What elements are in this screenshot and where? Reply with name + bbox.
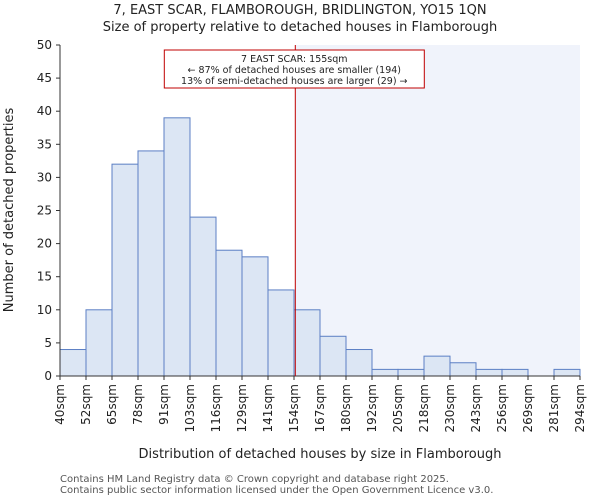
x-tick-label: 180sqm [339,384,353,432]
y-tick-label: 0 [44,369,52,383]
histogram-bar [423,355,451,377]
annotation-smaller: ← 87% of detached houses are smaller (19… [188,65,401,76]
x-tick-label: 129sqm [235,384,249,432]
x-tick-label: 269sqm [521,384,535,432]
chart-title-line2: Size of property relative to detached ho… [102,20,498,35]
x-tick-label: 116sqm [209,384,223,432]
x-tick-label: 243sqm [469,384,483,432]
x-tick-label: 281sqm [547,384,561,432]
histogram-bar [345,349,373,377]
histogram-bar [553,368,581,377]
x-tick-label: 78sqm [131,384,145,425]
histogram-bar [397,368,425,377]
y-tick-label: 10 [37,303,52,317]
histogram-bar [371,368,399,377]
annotation-title: 7 EAST SCAR: 155sqm [241,54,347,65]
y-tick-label: 45 [37,71,52,85]
histogram-bar [501,368,529,377]
x-tick-label: 256sqm [495,384,509,432]
histogram-bar [163,117,191,377]
annotation-box [163,49,425,89]
x-tick-label: 205sqm [391,384,405,432]
histogram-bar [85,309,113,377]
x-tick-label: 218sqm [417,384,431,432]
y-tick-label: 50 [37,38,52,52]
x-axis-label: Distribution of detached houses by size … [139,447,502,462]
y-tick-label: 35 [37,137,52,151]
footer-line1: Contains HM Land Registry data © Crown c… [60,474,449,485]
x-tick-label: 230sqm [443,384,457,432]
histogram-bar [319,335,347,377]
y-tick-label: 15 [37,270,52,284]
y-axis-label: Number of detached properties [2,108,17,313]
x-tick-label: 167sqm [313,384,327,432]
x-tick-label: 192sqm [365,384,379,432]
y-tick-label: 20 [37,237,52,251]
x-tick-label: 40sqm [53,384,67,425]
x-tick-label: 52sqm [79,384,93,425]
histogram-bar [111,163,139,377]
x-tick-label: 103sqm [183,384,197,432]
x-tick-label: 141sqm [261,384,275,432]
histogram-bar [59,349,87,377]
histogram-bar [137,150,165,377]
histogram-bar [449,362,477,377]
y-tick-label: 5 [44,336,52,350]
y-tick-label: 30 [37,170,52,184]
histogram-bar [241,256,269,377]
larger-region-shade [295,45,580,376]
y-tick-label: 25 [37,204,52,218]
annotation-larger: 13% of semi-detached houses are larger (… [181,76,408,87]
x-tick-label: 91sqm [157,384,171,425]
histogram-bar [293,309,321,377]
histogram-bar [189,216,217,377]
histogram-bar [215,249,243,377]
x-tick-label: 294sqm [573,384,587,432]
chart-title-line1: 7, EAST SCAR, FLAMBOROUGH, BRIDLINGTON, … [113,3,487,18]
x-tick-label: 65sqm [105,384,119,425]
y-tick-label: 40 [37,104,52,118]
x-tick-label: 154sqm [287,384,301,432]
histogram-bar [475,368,503,377]
histogram-bar [267,289,295,377]
footer-line2: Contains public sector information licen… [60,485,494,496]
